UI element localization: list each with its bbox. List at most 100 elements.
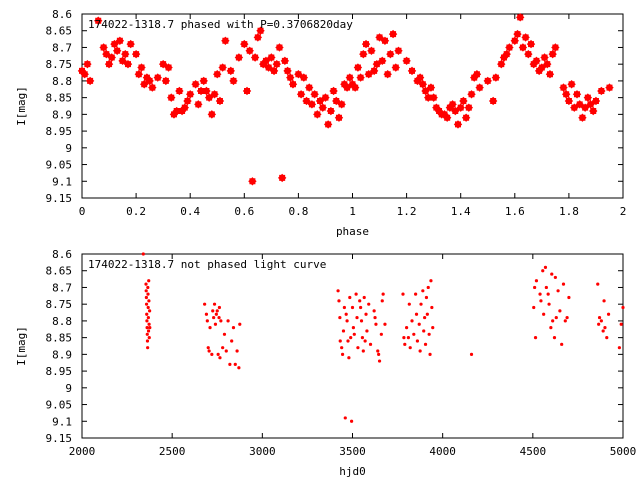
y-tick-label: 8.65 [46,25,73,38]
data-point [375,33,384,42]
data-point [332,96,341,106]
data-point [85,76,95,86]
unphased-x-axis-label: hjd0 [339,465,366,478]
data-point [144,289,148,293]
data-point [211,309,215,313]
phased-y-axis-label: I[mag] [15,86,28,126]
data-point [210,352,214,356]
data-point [203,302,207,306]
data-point [464,103,474,112]
data-point [431,326,435,330]
data-point [146,292,150,296]
data-point [315,96,325,106]
data-point [394,46,403,55]
data-point [104,59,114,69]
data-point [560,342,564,346]
y-tick-label: 8.75 [46,58,73,71]
y-tick-label: 9.1 [52,175,72,188]
data-point [245,46,254,55]
data-point [567,80,576,89]
data-point [267,53,276,62]
data-point [231,326,236,330]
data-point [204,93,214,102]
data-point [180,103,189,112]
data-point [459,96,468,106]
data-point [505,43,514,52]
data-point [214,312,218,316]
data-point [338,339,342,343]
data-point [272,59,281,69]
data-point [205,319,209,323]
data-point [305,83,314,92]
data-point [469,352,474,356]
data-point [369,66,379,76]
data-point [144,302,149,306]
data-point [283,66,292,76]
data-point [545,70,555,79]
data-point [591,96,601,106]
data-point [337,299,341,303]
data-point [428,352,432,356]
data-point [426,83,436,92]
data-point [406,336,411,340]
data-point [502,49,511,59]
x-tick-label: 1.4 [451,205,471,218]
data-point [340,352,345,356]
unphased-y-axis-label: I[mag] [15,326,28,366]
data-point [208,326,212,330]
data-point [617,346,621,350]
data-point [131,49,141,59]
unphased-data-points [141,252,625,423]
data-point [424,93,433,102]
data-point [381,292,385,296]
phased-chart-title: 174022-1318.7 phased with P=0.3706820day [88,18,353,31]
data-point [237,366,241,370]
data-point [349,336,353,340]
x-tick-label: 1.8 [559,205,579,218]
data-point [264,63,273,72]
data-point [533,285,537,290]
y-tick-label: 9 [65,142,72,155]
data-point [226,319,230,323]
data-point [202,86,211,96]
y-tick-label: 8.95 [46,125,73,138]
data-point [561,90,571,99]
data-point [363,339,367,343]
data-point [537,63,547,72]
data-point [599,319,603,323]
data-point [242,86,252,96]
data-point [552,336,557,340]
data-point [356,346,360,350]
data-point [426,285,430,290]
data-point [544,285,548,290]
data-point [596,282,600,286]
data-point [402,56,411,66]
data-point [218,63,227,72]
data-point [147,336,151,340]
data-point [99,43,108,52]
data-point [578,113,587,122]
data-point [602,299,606,303]
y-tick-label: 8.7 [52,41,72,54]
data-point [524,49,533,59]
data-point [146,315,150,320]
data-point [277,173,287,183]
y-tick-label: 9.15 [46,192,73,205]
phased-panel: 0 0.2 0.4 0.6 0.8 1 1.2 1.4 1.6 1.8 2 8.68.658.78.… [15,8,626,238]
data-point [351,326,356,330]
y-tick-label: 8.65 [46,265,73,278]
data-point [321,93,330,102]
data-point [521,33,530,42]
data-point [586,100,595,109]
data-point [329,86,338,96]
data-point [488,96,498,106]
data-point [145,76,154,86]
data-point [606,312,611,316]
data-point [148,326,152,330]
x-tick-label: 0 [79,205,86,218]
data-point [172,106,181,116]
phased-y-tick-labels: 8.6 8.65 8.7 8.75 8.8 8.85 8.9 8.95 9 9.05 9.1 9.15 [46,8,73,205]
data-point [388,29,398,39]
data-point [510,36,519,45]
data-point [597,86,606,96]
